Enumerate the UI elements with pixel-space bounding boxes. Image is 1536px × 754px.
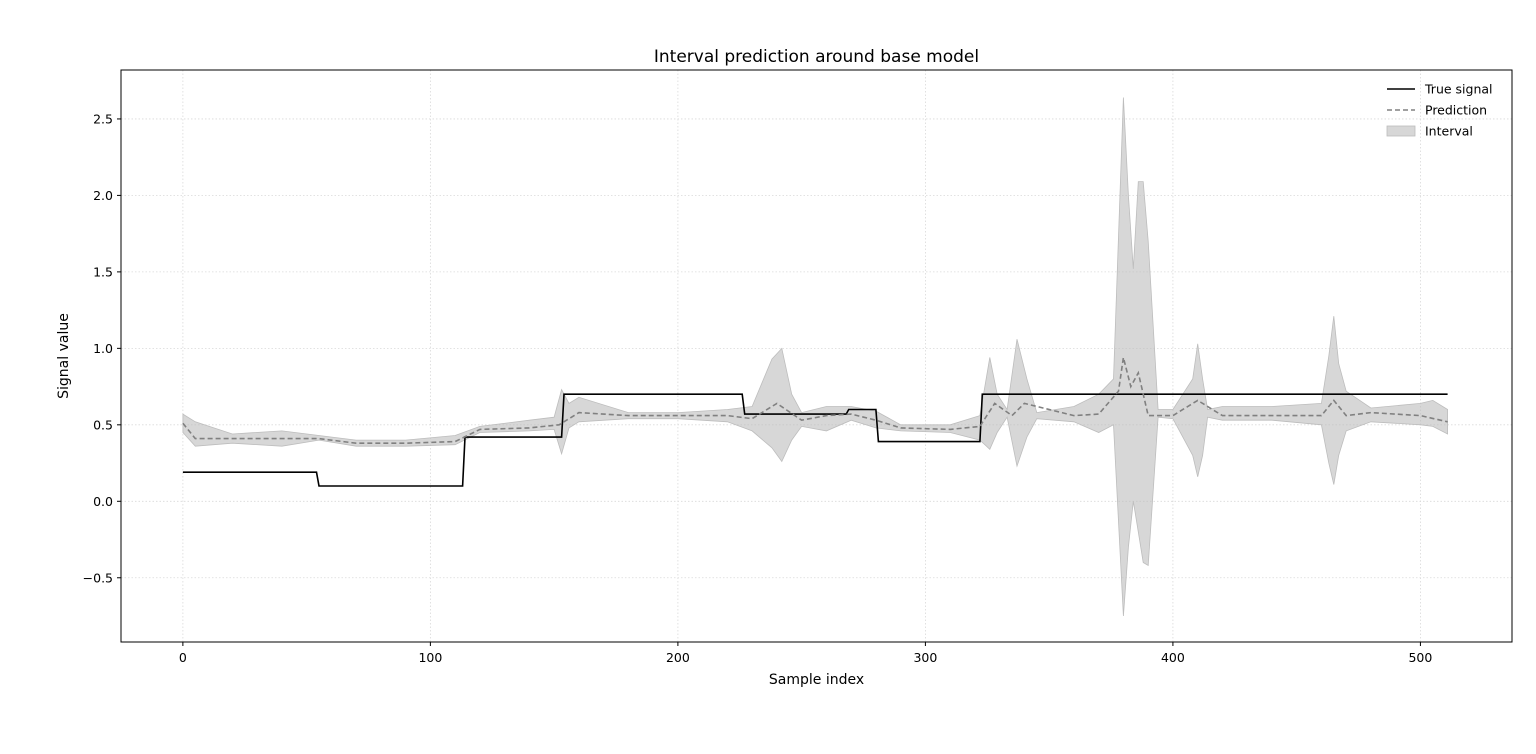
x-axis-label: Sample index bbox=[769, 672, 864, 688]
grid bbox=[121, 70, 1512, 642]
legend-label: True signal bbox=[1424, 82, 1493, 97]
legend-swatch-interval bbox=[1386, 125, 1416, 137]
chart-title: Interval prediction around base model bbox=[654, 47, 979, 67]
y-tick-label: −0.5 bbox=[83, 570, 113, 585]
y-tick-label: 0.0 bbox=[93, 494, 113, 509]
x-tick-label: 300 bbox=[913, 650, 937, 665]
x-tick-label: 200 bbox=[666, 650, 690, 665]
tick-layer: 0 100 200 300 400 500 −0.5 0.0 0.5 1.0 1.5 2.0 2.5 bbox=[83, 111, 1433, 665]
plot-frame bbox=[120, 69, 1513, 643]
x-tick-label: 400 bbox=[1161, 650, 1185, 665]
legend-label: Interval bbox=[1425, 124, 1473, 139]
y-tick-label: 2.0 bbox=[93, 188, 113, 203]
interval-band-layer bbox=[182, 97, 1448, 617]
x-tick-label: 100 bbox=[418, 650, 442, 665]
true-signal-line bbox=[182, 393, 1448, 487]
x-tick-label: 500 bbox=[1408, 650, 1432, 665]
y-tick-label: 2.5 bbox=[93, 111, 113, 126]
y-tick-label: 1.5 bbox=[93, 264, 113, 279]
x-tick-label: 0 bbox=[179, 650, 187, 665]
interval-band bbox=[182, 97, 1448, 617]
y-axis-label: Signal value bbox=[56, 313, 72, 399]
prediction-line bbox=[182, 357, 1448, 445]
legend-label: Prediction bbox=[1425, 103, 1487, 118]
y-tick-label: 1.0 bbox=[93, 341, 113, 356]
legend: True signal Prediction Interval bbox=[1386, 82, 1493, 139]
y-tick-label: 0.5 bbox=[93, 417, 113, 432]
series-lines-layer bbox=[182, 357, 1448, 487]
